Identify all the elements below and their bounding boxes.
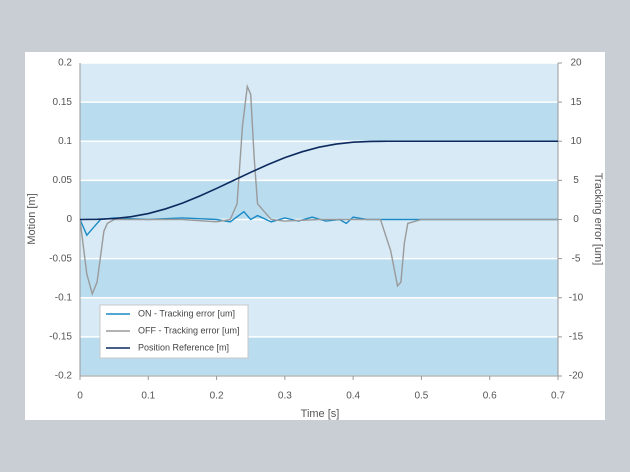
y-axis-title: Motion [m]	[26, 193, 38, 244]
y2-tick-label: 15	[570, 97, 582, 108]
y-tick-label: 0.1	[58, 136, 72, 147]
y-tick-label: -0.05	[49, 253, 72, 264]
y2-tick-label: -10	[569, 292, 584, 303]
legend-label: Position Reference [m]	[138, 342, 229, 352]
band	[80, 102, 558, 142]
x-tick-label: 0.6	[483, 391, 497, 402]
y-tick-label: 0.2	[58, 58, 72, 69]
band	[80, 63, 558, 103]
legend-label: ON - Tracking error [um]	[138, 308, 235, 318]
y2-tick-label: 20	[570, 58, 582, 69]
y2-tick-label: -15	[569, 332, 584, 343]
x-tick-label: 0	[77, 391, 83, 402]
y-tick-label: -0.2	[55, 371, 73, 382]
band	[80, 180, 558, 220]
x-tick-label: 0.5	[414, 391, 428, 402]
legend-label: OFF - Tracking error [um]	[138, 325, 240, 335]
y2-tick-label: -5	[572, 253, 581, 264]
y2-tick-label: 10	[570, 136, 582, 147]
y-tick-label: -0.1	[55, 292, 73, 303]
x-axis-title: Time [s]	[301, 408, 340, 420]
y2-tick-label: -20	[569, 371, 584, 382]
y2-axis-title: Tracking error [um]	[592, 173, 604, 266]
band	[80, 258, 558, 298]
y-tick-label: -0.15	[49, 332, 72, 343]
y2-tick-label: 0	[573, 214, 579, 225]
band	[80, 219, 558, 259]
x-tick-label: 0.7	[551, 391, 565, 402]
series-line	[79, 140, 558, 221]
x-tick-label: 0.4	[346, 391, 360, 402]
y-tick-label: 0	[66, 214, 72, 225]
y-tick-label: 0.15	[53, 97, 73, 108]
y-tick-label: 0.05	[53, 175, 73, 186]
x-tick-label: 0.2	[210, 391, 224, 402]
x-tick-label: 0.3	[278, 391, 292, 402]
x-tick-label: 0.1	[141, 391, 155, 402]
y2-tick-label: 5	[573, 175, 579, 186]
series-line	[79, 83, 558, 297]
